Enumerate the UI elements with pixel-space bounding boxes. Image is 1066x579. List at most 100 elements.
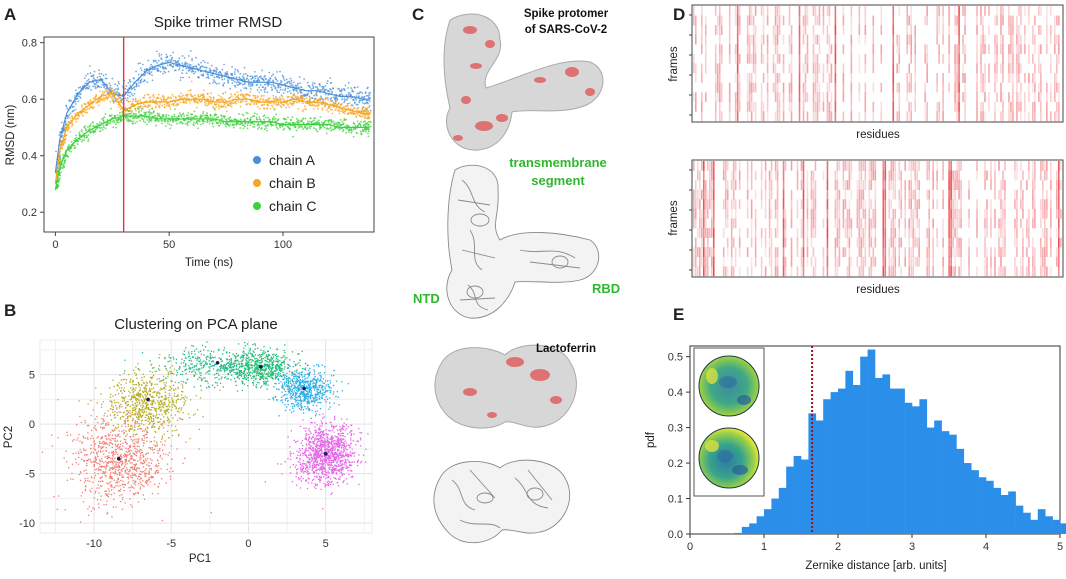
- rmsd-point: [339, 113, 341, 115]
- series-group-a: [55, 50, 372, 190]
- rmsd-point: [139, 99, 141, 101]
- rmsd-point: [108, 89, 110, 91]
- pca-point: [117, 384, 118, 385]
- pca-point: [93, 427, 94, 428]
- rmsd-point: [247, 118, 249, 120]
- rmsd-point: [173, 105, 175, 107]
- rmsd-point: [350, 97, 352, 99]
- pca-point: [163, 404, 164, 405]
- pca-point: [175, 382, 176, 383]
- pca-point: [146, 404, 147, 405]
- pca-point: [128, 487, 129, 488]
- rmsd-point: [90, 89, 92, 91]
- rmsd-point: [285, 88, 287, 90]
- pca-point: [96, 468, 97, 469]
- pca-point: [124, 360, 125, 361]
- rmsd-point: [323, 122, 325, 124]
- pca-point: [167, 376, 168, 377]
- pca-point: [153, 477, 154, 478]
- pca-point: [213, 351, 214, 352]
- rmsd-point: [169, 120, 171, 122]
- pca-point: [139, 425, 140, 426]
- rmsd-point: [322, 109, 324, 111]
- rmsd-point: [60, 159, 62, 161]
- pca-point: [201, 390, 202, 391]
- rmsd-point: [362, 129, 364, 131]
- rmsd-point: [186, 100, 188, 102]
- rmsd-point: [365, 122, 367, 124]
- pca-point: [119, 472, 120, 473]
- rmsd-point: [246, 75, 248, 77]
- rmsd-point: [345, 94, 347, 96]
- rmsd-point: [267, 117, 269, 119]
- rmsd-point: [261, 69, 263, 71]
- pca-point: [242, 351, 243, 352]
- pca-point: [134, 446, 135, 447]
- rmsd-point: [215, 120, 217, 122]
- pca-point: [183, 401, 184, 402]
- pca-point: [122, 401, 123, 402]
- pca-point: [181, 359, 182, 360]
- pca-point: [144, 401, 145, 402]
- rmsd-point: [330, 126, 332, 128]
- pca-point: [107, 512, 108, 513]
- rmsd-point: [223, 82, 225, 84]
- pca-point: [100, 393, 101, 394]
- pca-point: [157, 443, 158, 444]
- rmsd-point: [282, 98, 284, 100]
- pca-point: [113, 407, 114, 408]
- pca-point: [141, 385, 142, 386]
- rmsd-point: [325, 98, 327, 100]
- pca-point: [115, 482, 116, 483]
- rmsd-point: [331, 109, 333, 111]
- rmsd-point: [297, 86, 299, 88]
- rmsd-point: [100, 86, 102, 88]
- rmsd-point: [188, 77, 190, 79]
- rmsd-point: [271, 75, 273, 77]
- rmsd-point: [248, 79, 250, 81]
- rmsd-point: [68, 144, 70, 146]
- pca-point: [159, 392, 160, 393]
- pca-point: [172, 430, 173, 431]
- pca-point: [153, 400, 154, 401]
- rmsd-point: [145, 112, 147, 114]
- pca-point: [145, 476, 146, 477]
- pca-point: [85, 480, 86, 481]
- rmsd-point: [369, 117, 371, 119]
- rmsd-point: [334, 109, 336, 111]
- pca-point: [103, 471, 104, 472]
- rmsd-point: [166, 116, 168, 118]
- rmsd-point: [110, 96, 112, 98]
- pca-point: [121, 397, 122, 398]
- rmsd-point: [265, 127, 267, 129]
- pca-point: [72, 479, 73, 480]
- pca-point: [162, 406, 163, 407]
- pca-point: [132, 469, 133, 470]
- pca-point: [94, 465, 95, 466]
- rmsd-point: [316, 99, 318, 101]
- pca-point: [136, 378, 137, 379]
- pca-point: [139, 408, 140, 409]
- pca-point: [172, 435, 173, 436]
- rmsd-point: [64, 159, 66, 161]
- rmsd-point: [70, 112, 72, 114]
- pca-point: [158, 397, 159, 398]
- pca-point: [167, 420, 168, 421]
- pca-point: [124, 423, 125, 424]
- pca-point: [108, 457, 109, 458]
- pca-point: [164, 403, 165, 404]
- rmsd-point: [125, 97, 127, 99]
- pca-point: [106, 462, 107, 463]
- rmsd-point: [143, 119, 145, 121]
- pca-point: [157, 493, 158, 494]
- rmsd-point: [65, 105, 67, 107]
- rmsd-point: [188, 112, 190, 114]
- pca-point: [89, 506, 90, 507]
- pca-point: [108, 455, 109, 456]
- pca-point: [96, 453, 97, 454]
- pca-point: [164, 402, 165, 403]
- rmsd-point: [359, 114, 361, 116]
- pca-point: [159, 402, 160, 403]
- pca-point: [101, 458, 102, 459]
- rmsd-point: [229, 124, 231, 126]
